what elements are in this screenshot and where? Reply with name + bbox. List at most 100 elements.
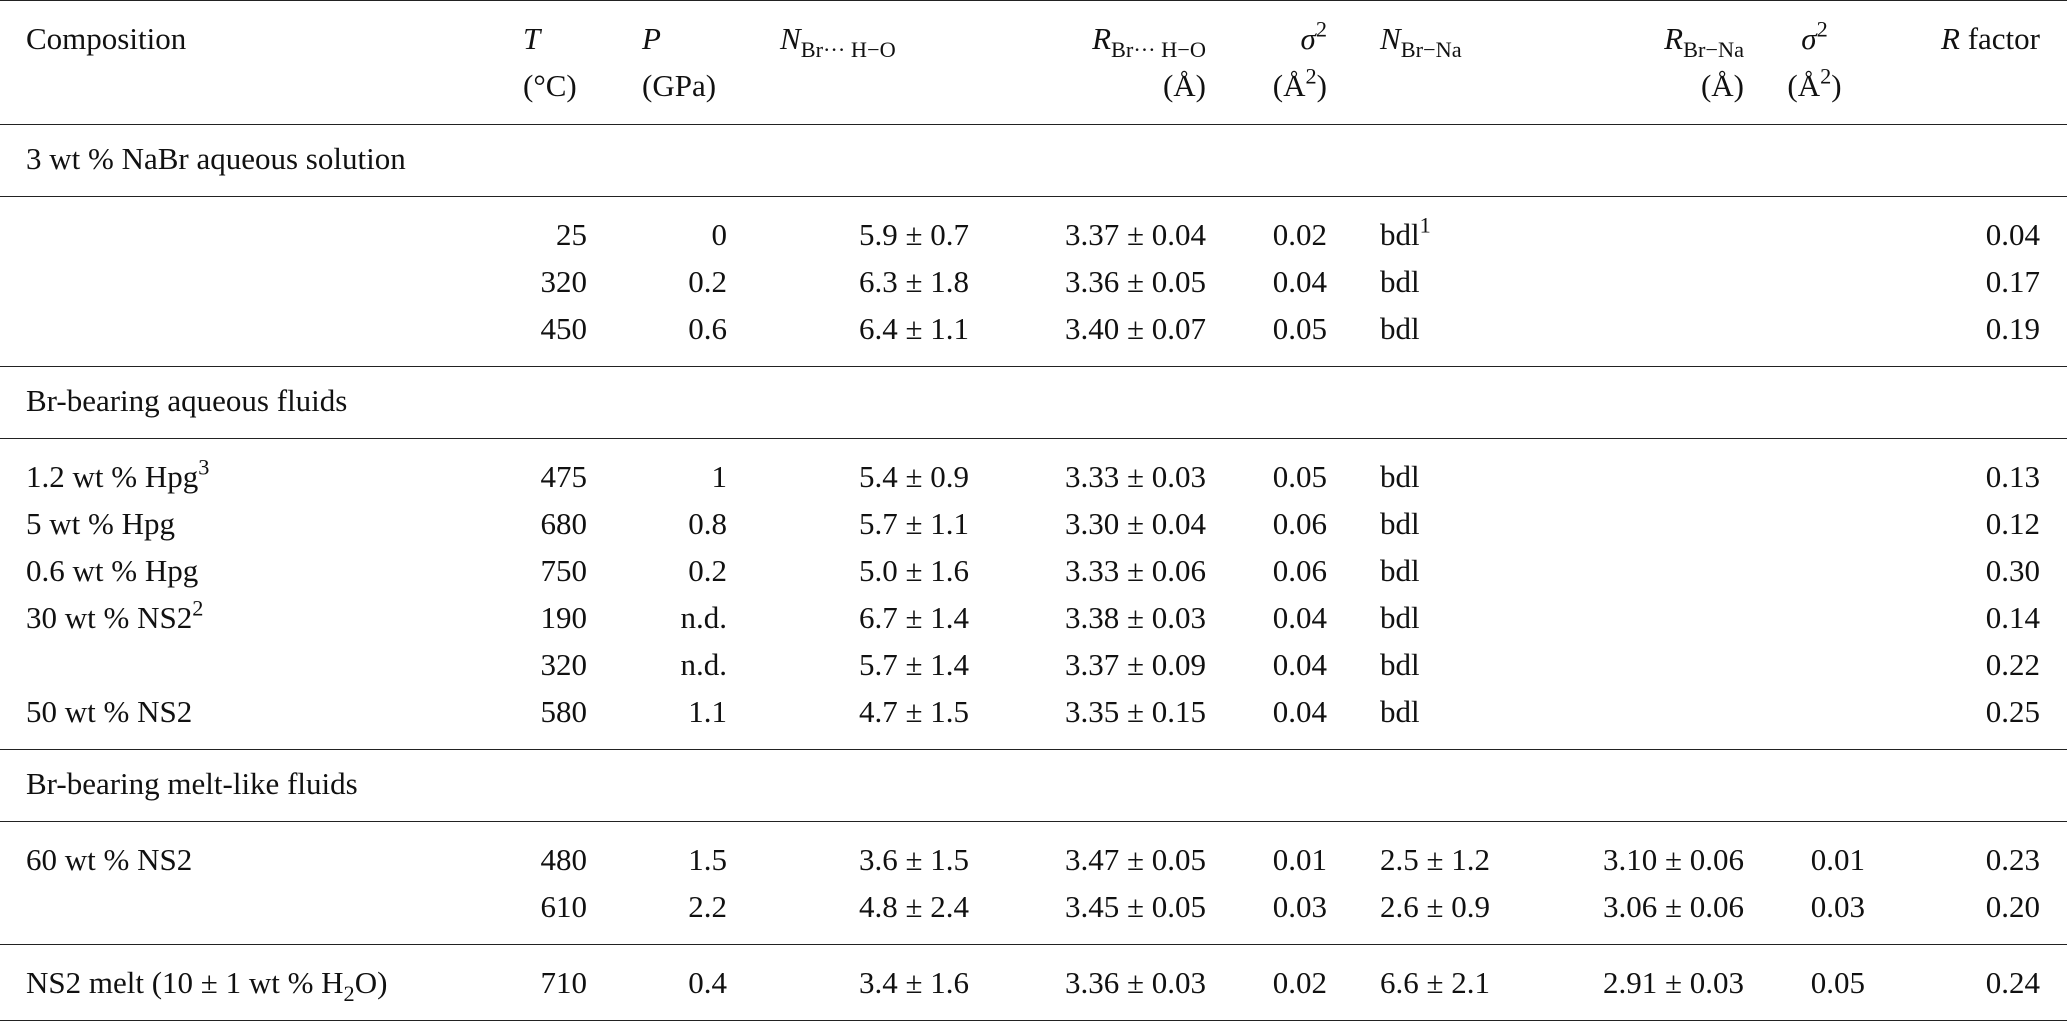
table-cell xyxy=(1754,305,1875,367)
table-cell xyxy=(1560,594,1754,641)
table-cell: 30 wt % NS22 xyxy=(0,594,510,641)
table-cell: 0.04 xyxy=(1272,264,1327,299)
table-cell: 0.06 xyxy=(1272,553,1327,588)
table-cell: n.d. xyxy=(680,647,728,682)
text-segment: σ xyxy=(1300,21,1316,56)
table-cell: 0.6 wt % Hpg xyxy=(26,553,199,588)
table-cell: 25 xyxy=(556,217,587,252)
table-cell xyxy=(1560,547,1754,594)
text-segment: (Å) xyxy=(1162,68,1206,103)
table-cell: 0.30 xyxy=(1985,553,2040,588)
table-cell: 6.4 ± 1.1 xyxy=(858,311,969,346)
table-cell xyxy=(1560,688,1754,750)
table-cell: 6.6 ± 2.1 xyxy=(1380,965,1491,1000)
text-segment: Br−Na xyxy=(1683,36,1744,62)
header-line: T xyxy=(523,15,597,62)
table-cell xyxy=(1754,688,1875,750)
table-cell: 3.36 ± 0.03 xyxy=(1064,965,1206,1000)
table-cell: 320 xyxy=(540,647,588,682)
text-segment: O) xyxy=(354,965,388,1000)
table-cell: 0.17 xyxy=(1985,264,2040,299)
table-cell: 3.10 ± 0.06 xyxy=(1602,842,1744,877)
table-cell xyxy=(1560,439,1754,501)
table-cell xyxy=(1754,258,1875,305)
table-cell: 320 xyxy=(540,264,588,299)
column-header: P (GPa) xyxy=(597,1,737,125)
table-cell: NS2 melt (10 ± 1 wt % H2O) xyxy=(0,945,510,1021)
data-row: 60 wt % NS2 480 1.5 3.6 ± 1.5 3.47 ± 0.05 0.0… xyxy=(0,822,2067,884)
data-row: NS2 melt (10 ± 1 wt % H2O) 710 0.4 3.4 ± 1.… xyxy=(0,945,2067,1021)
table-cell: 5.0 ± 1.6 xyxy=(858,553,969,588)
text-segment: NS2 melt (10 ± 1 wt % H xyxy=(26,965,344,1000)
table-cell: 3.37 ± 0.09 xyxy=(1064,647,1206,682)
table-cell xyxy=(0,883,510,945)
table-cell: 5.4 ± 0.9 xyxy=(858,459,969,494)
section-title: 3 wt % NaBr aqueous solution xyxy=(0,124,2067,197)
table-cell: 3.4 ± 1.6 xyxy=(858,965,969,1000)
table-cell: 0.23 xyxy=(1985,842,2040,877)
column-header: RBr−Na (Å) xyxy=(1560,1,1754,125)
data-row: 1.2 wt % Hpg3 475 1 5.4 ± 0.9 3.33 ± 0.03 0.0… xyxy=(0,439,2067,501)
table-cell: 3.36 ± 0.05 xyxy=(1064,264,1206,299)
table-cell: 0.02 xyxy=(1272,217,1327,252)
table-cell: 710 xyxy=(540,965,588,1000)
data-row: 5 wt % Hpg 680 0.8 5.7 ± 1.1 3.30 ± 0.04 0.06… xyxy=(0,500,2067,547)
text-segment: R xyxy=(1664,21,1684,56)
text-segment: T xyxy=(523,21,541,56)
table-cell: 2.91 ± 0.03 xyxy=(1602,965,1744,1000)
text-segment: σ xyxy=(1801,21,1817,56)
table-cell: bdl xyxy=(1380,459,1420,494)
table-cell: 0.01 xyxy=(1810,842,1865,877)
table-cell: bdl xyxy=(1380,264,1420,299)
table-cell: 450 xyxy=(540,311,588,346)
table-cell: 0.22 xyxy=(1985,647,2040,682)
table-cell: 1.5 xyxy=(688,842,727,877)
table-cell: 0.02 xyxy=(1272,965,1327,1000)
table-cell: 4.7 ± 1.5 xyxy=(858,694,969,729)
table-cell: 0.06 xyxy=(1272,506,1327,541)
header-line: R factor xyxy=(1875,15,2040,62)
table-cell: bdl xyxy=(1380,311,1420,346)
table-group: 3 wt % NaBr aqueous solution 25 0 5.9 ± 0.7… xyxy=(0,124,2067,367)
text-segment: 1.2 wt % Hpg xyxy=(26,459,199,494)
table-cell: 0.04 xyxy=(1985,217,2040,252)
text-segment: 2 xyxy=(192,595,204,621)
header-row: Composition T (°C) P (GPa) NBr··· H−O RBr··· H… xyxy=(0,0,2067,125)
table-cell: 3.33 ± 0.03 xyxy=(1064,459,1206,494)
table-cell: 0.05 xyxy=(1272,459,1327,494)
table-cell: 2.6 ± 0.9 xyxy=(1380,889,1491,924)
table-cell xyxy=(1754,547,1875,594)
table-cell: 5.9 ± 0.7 xyxy=(858,217,969,252)
data-row: 0.6 wt % Hpg 750 0.2 5.0 ± 1.6 3.33 ± 0.06 0.… xyxy=(0,547,2067,594)
column-header: T (°C) xyxy=(510,1,597,125)
table-cell xyxy=(1754,641,1875,688)
data-row: 320 n.d. 5.7 ± 1.4 3.37 ± 0.09 0.04 bdl 0.22 xyxy=(0,641,2067,688)
header-line: (Å2) xyxy=(1754,62,1875,109)
header-line: Composition xyxy=(26,15,510,62)
table-cell: 0.04 xyxy=(1272,600,1327,635)
table-group: NS2 melt (10 ± 1 wt % H2O) 710 0.4 3.4 ± 1.… xyxy=(0,944,2067,1021)
text-segment: ) xyxy=(1831,68,1842,103)
text-segment: P xyxy=(642,21,661,56)
table-cell: 0 xyxy=(711,217,728,252)
table-cell: 475 xyxy=(540,459,588,494)
text-segment: 2 xyxy=(343,980,355,1006)
table-cell: 3.47 ± 0.05 xyxy=(1064,842,1206,877)
table-cell: 0.12 xyxy=(1985,506,2040,541)
text-segment: 2 xyxy=(1820,63,1832,89)
table-cell: 0.2 xyxy=(688,553,727,588)
table-cell: bdl xyxy=(1380,647,1420,682)
header-line: (Å2) xyxy=(1216,62,1327,109)
table-cell: n.d. xyxy=(680,600,728,635)
table-cell: bdl xyxy=(1380,506,1420,541)
table-cell: 610 xyxy=(540,889,588,924)
column-header: NBr··· H−O xyxy=(737,1,979,125)
table-cell: 0.4 xyxy=(688,965,727,1000)
table-cell: 6.7 ± 1.4 xyxy=(858,600,969,635)
table-cell: 1.1 xyxy=(688,694,727,729)
table-cell: 580 xyxy=(540,694,588,729)
section-row: 3 wt % NaBr aqueous solution xyxy=(0,124,2067,197)
table-cell: 0.03 xyxy=(1272,889,1327,924)
